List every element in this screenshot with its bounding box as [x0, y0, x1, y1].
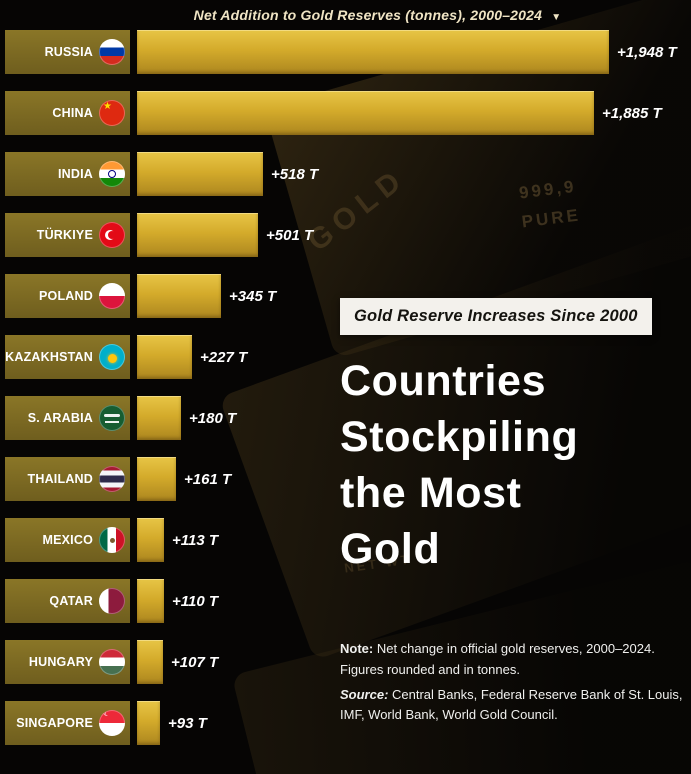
value-label: +1,885 T [602, 104, 662, 122]
country-label-box: SINGAPORE [5, 701, 130, 745]
mexico-flag-icon [99, 527, 125, 553]
country-label-box: QATAR [5, 579, 130, 623]
gold-bar [137, 335, 192, 379]
country-label: CHINA [52, 106, 93, 120]
country-label: S. ARABIA [27, 411, 93, 425]
note-text: Net change in official gold reserves, 20… [340, 641, 655, 677]
value-label: +113 T [172, 531, 219, 549]
footnotes: Note: Net change in official gold reserv… [340, 639, 686, 726]
turkiye-flag-icon [99, 222, 125, 248]
country-label-box: INDIA [5, 152, 130, 196]
country-row: QATAR +110 T [5, 579, 677, 623]
headline-line: Stockpiling [340, 413, 579, 461]
poland-flag-icon [99, 283, 125, 309]
country-label: POLAND [39, 289, 93, 303]
country-label: SINGAPORE [16, 716, 93, 730]
headline-line: Countries [340, 357, 547, 405]
country-label-box: S. ARABIA [5, 396, 130, 440]
gold-bar [137, 30, 609, 74]
china-flag-icon [99, 100, 125, 126]
chart-title: Net Addition to Gold Reserves (tonnes), … [0, 7, 691, 23]
country-row: RUSSIA +1,948 T [5, 30, 677, 74]
headline-line: Gold [340, 525, 441, 573]
country-row: MEXICO +113 T [5, 518, 677, 562]
country-label-box: MEXICO [5, 518, 130, 562]
country-row: CHINA +1,885 T [5, 91, 677, 135]
country-label: INDIA [57, 167, 93, 181]
gold-bar [137, 701, 160, 745]
value-label: +501 T [266, 226, 314, 244]
country-row: S. ARABIA +180 T [5, 396, 677, 440]
overlay-panel: Gold Reserve Increases Since 2000 Countr… [340, 298, 690, 730]
value-label: +93 T [168, 714, 207, 732]
dropdown-arrow-icon[interactable]: ▼ [551, 12, 562, 23]
source-label: Source: [340, 686, 389, 702]
source-text: Central Banks, Federal Reserve Bank of S… [340, 686, 683, 723]
country-label-box: CHINA [5, 91, 130, 135]
country-label-box: HUNGARY [5, 640, 130, 684]
note-label: Note: [340, 641, 374, 656]
gold-bar [137, 396, 181, 440]
saudi-arabia-flag-icon [99, 405, 125, 431]
gold-bar [137, 152, 263, 196]
country-label: HUNGARY [28, 655, 93, 669]
gold-bar [137, 457, 176, 501]
singapore-flag-icon [99, 710, 125, 736]
russia-flag-icon [99, 39, 125, 65]
country-label-box: KAZAKHSTAN [5, 335, 130, 379]
headline-line: the Most [340, 469, 522, 517]
country-label-box: RUSSIA [5, 30, 130, 74]
country-label: TÜRKIYE [36, 228, 93, 242]
value-label: +518 T [271, 165, 319, 183]
country-label-box: THAILAND [5, 457, 130, 501]
country-row: SINGAPORE +93 T [5, 701, 677, 745]
country-row: INDIA +518 T [5, 152, 677, 196]
hungary-flag-icon [99, 649, 125, 675]
gold-bar [137, 213, 258, 257]
value-label: +107 T [171, 653, 219, 671]
india-flag-icon [99, 161, 125, 187]
gold-bar [137, 274, 221, 318]
country-label-box: POLAND [5, 274, 130, 318]
gold-bar [137, 579, 164, 623]
source-line: Source: Central Banks, Federal Reserve B… [340, 685, 686, 727]
country-row: THAILAND +161 T [5, 457, 677, 501]
bar-rows: RUSSIA +1,948 T CHINA +1,885 T INDIA +518 T TÜ… [5, 30, 677, 745]
country-label: MEXICO [42, 533, 93, 547]
country-row: KAZAKHSTAN +227 T [5, 335, 677, 379]
country-label: KAZAKHSTAN [5, 350, 93, 364]
value-label: +110 T [172, 592, 219, 610]
country-row: TÜRKIYE +501 T [5, 213, 677, 257]
gold-bar [137, 518, 164, 562]
qatar-flag-icon [99, 588, 125, 614]
chart-title-text: Net Addition to Gold Reserves (tonnes), … [193, 7, 543, 23]
country-label: THAILAND [27, 472, 93, 486]
country-row: POLAND +345 T [5, 274, 677, 318]
country-label: RUSSIA [44, 45, 93, 59]
value-label: +345 T [229, 287, 277, 305]
kazakhstan-flag-icon [99, 344, 125, 370]
note-line: Note: Net change in official gold reserv… [340, 639, 686, 681]
country-label: QATAR [49, 594, 93, 608]
headline: Countries Stockpiling the Most Gold [340, 353, 690, 577]
headline-badge: Gold Reserve Increases Since 2000 [340, 298, 652, 335]
value-label: +227 T [200, 348, 248, 366]
gold-bar [137, 91, 594, 135]
country-row: HUNGARY +107 T [5, 640, 677, 684]
value-label: +180 T [189, 409, 237, 427]
thailand-flag-icon [99, 466, 125, 492]
country-label-box: TÜRKIYE [5, 213, 130, 257]
value-label: +1,948 T [617, 43, 677, 61]
gold-bar [137, 640, 163, 684]
value-label: +161 T [184, 470, 232, 488]
